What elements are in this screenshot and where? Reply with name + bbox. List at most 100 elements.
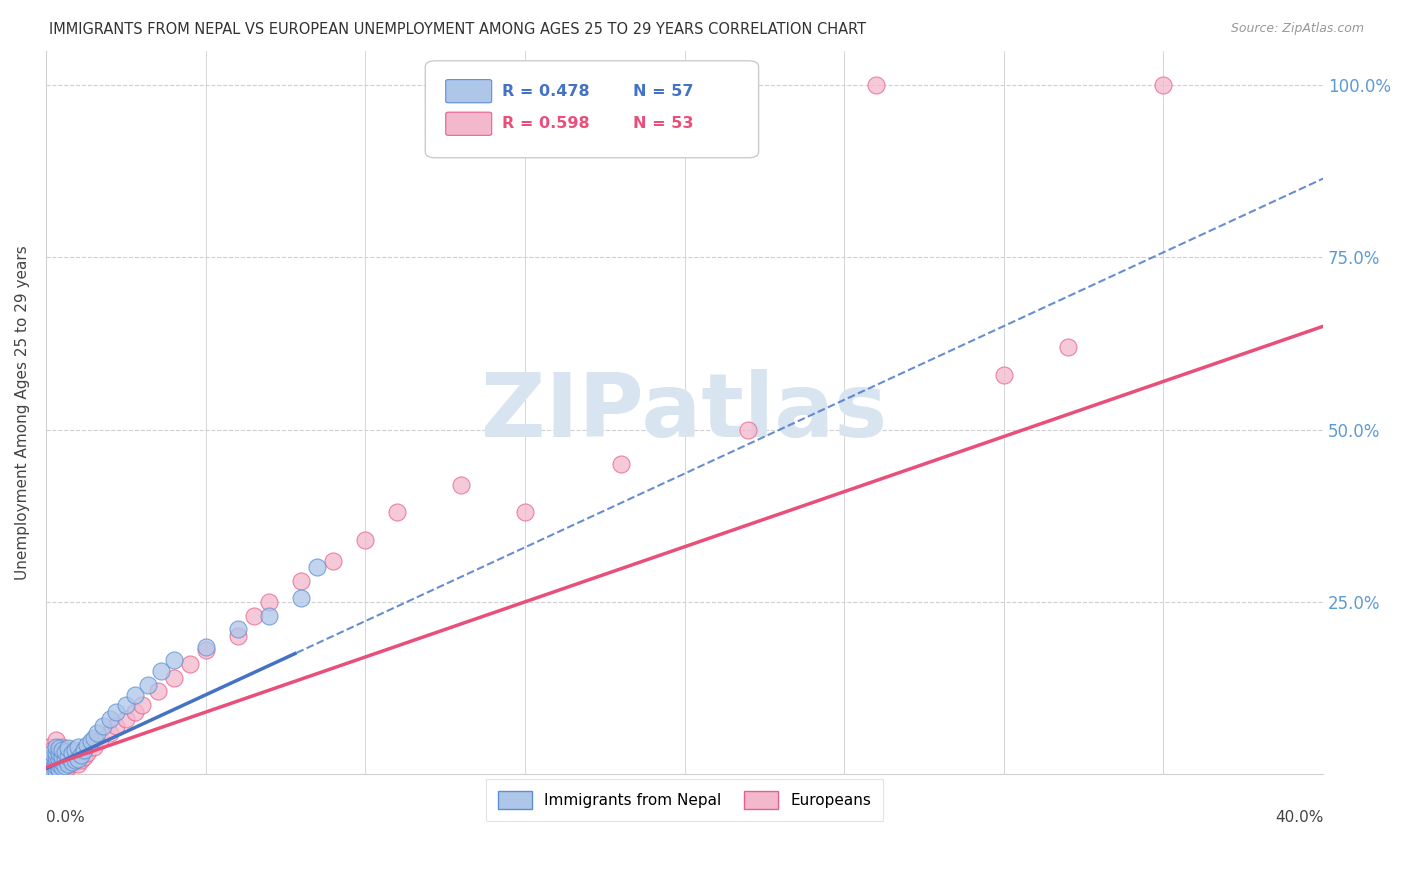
Point: [48, 743, 70, 757]
Point: [45, 760, 67, 774]
Point: [163, 671, 186, 685]
Point: [73, 750, 96, 764]
Point: [242, 608, 264, 623]
Point: [38, 764, 60, 778]
Point: [79, 734, 101, 748]
Point: [60, 743, 83, 757]
Point: [48, 756, 70, 771]
Point: [105, 705, 128, 719]
Point: [63, 743, 86, 757]
Point: [38, 739, 60, 754]
Point: [1056, 340, 1078, 354]
Point: [60, 756, 83, 771]
Point: [45, 750, 67, 764]
Point: [38, 753, 60, 767]
Point: [41, 762, 63, 776]
Point: [66, 747, 89, 761]
Point: [45, 739, 67, 754]
Point: [58, 750, 80, 764]
Point: [290, 591, 312, 606]
Point: [226, 623, 249, 637]
Point: [385, 505, 408, 519]
Point: [83, 739, 105, 754]
Point: [45, 764, 67, 778]
Point: [41, 750, 63, 764]
Point: [66, 752, 89, 766]
Point: [124, 705, 146, 719]
Point: [60, 755, 83, 769]
Point: [48, 756, 70, 771]
Point: [70, 753, 93, 767]
Point: [38, 760, 60, 774]
Point: [114, 712, 136, 726]
Point: [38, 762, 60, 776]
Point: [307, 560, 329, 574]
Point: [58, 750, 80, 764]
Point: [114, 698, 136, 713]
Point: [53, 745, 76, 759]
Point: [38, 760, 60, 774]
Point: [179, 657, 201, 671]
Point: [45, 759, 67, 773]
Point: [41, 756, 63, 771]
Point: [98, 712, 121, 726]
Point: [259, 595, 281, 609]
Text: 40.0%: 40.0%: [1275, 810, 1323, 825]
Point: [86, 726, 108, 740]
Point: [51, 739, 73, 754]
Point: [70, 747, 93, 762]
Point: [45, 750, 67, 764]
Point: [51, 755, 73, 769]
Point: [1153, 78, 1175, 92]
Legend: Immigrants from Nepal, Europeans: Immigrants from Nepal, Europeans: [486, 779, 883, 821]
Point: [98, 726, 121, 740]
Text: N = 53: N = 53: [634, 116, 695, 131]
Point: [53, 759, 76, 773]
Point: [76, 738, 98, 752]
Point: [290, 574, 312, 589]
Point: [546, 78, 568, 92]
Text: IMMIGRANTS FROM NEPAL VS EUROPEAN UNEMPLOYMENT AMONG AGES 25 TO 29 YEARS CORRELA: IMMIGRANTS FROM NEPAL VS EUROPEAN UNEMPL…: [49, 22, 866, 37]
Point: [63, 753, 86, 767]
Point: [450, 477, 472, 491]
Text: 0.0%: 0.0%: [46, 810, 84, 825]
Point: [83, 731, 105, 746]
Point: [93, 719, 115, 733]
Point: [48, 741, 70, 756]
Text: R = 0.478: R = 0.478: [502, 84, 589, 99]
Point: [51, 753, 73, 767]
Point: [146, 684, 169, 698]
Point: [226, 629, 249, 643]
Point: [131, 698, 153, 713]
Point: [737, 423, 759, 437]
Point: [60, 747, 83, 761]
Point: [48, 747, 70, 761]
Point: [76, 747, 98, 761]
Point: [89, 732, 111, 747]
Point: [51, 743, 73, 757]
Point: [66, 739, 89, 754]
Point: [41, 747, 63, 761]
Point: [194, 643, 217, 657]
Point: [73, 743, 96, 757]
Text: Source: ZipAtlas.com: Source: ZipAtlas.com: [1230, 22, 1364, 36]
Point: [53, 752, 76, 766]
Point: [993, 368, 1015, 382]
FancyBboxPatch shape: [425, 61, 759, 158]
Point: [136, 677, 159, 691]
Point: [38, 756, 60, 771]
Point: [259, 608, 281, 623]
Point: [45, 732, 67, 747]
Y-axis label: Unemployment Among Ages 25 to 29 years: Unemployment Among Ages 25 to 29 years: [15, 245, 30, 580]
Point: [354, 533, 377, 547]
Point: [48, 762, 70, 776]
Point: [51, 750, 73, 764]
Point: [51, 760, 73, 774]
Text: ZIPatlas: ZIPatlas: [481, 369, 887, 456]
Point: [194, 640, 217, 654]
Point: [51, 762, 73, 776]
Point: [41, 760, 63, 774]
Point: [609, 457, 631, 471]
Text: R = 0.598: R = 0.598: [502, 116, 589, 131]
Point: [149, 664, 172, 678]
